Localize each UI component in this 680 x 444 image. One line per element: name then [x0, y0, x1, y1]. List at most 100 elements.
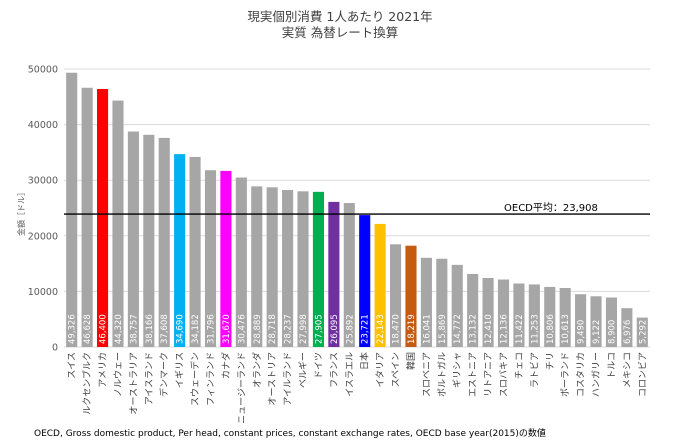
- x-tick-label: スロバキア: [499, 352, 510, 397]
- y-axis-ticks: 0 10000 20000 30000 40000 50000: [28, 65, 58, 354]
- bar-value-label: 10,806: [546, 314, 556, 344]
- x-tick-label: 日本: [359, 352, 371, 370]
- chart-title: 現実個別消費 1人あたり 2021年: [247, 9, 432, 24]
- bar-value-label: 10,613: [561, 314, 571, 344]
- bar-value-label: 31,670: [222, 314, 232, 344]
- x-tick-label: ラトビア: [529, 352, 540, 388]
- x-tick-label: イギリス: [175, 352, 186, 388]
- bar: [97, 89, 109, 348]
- bar-value-label: 14,772: [453, 314, 463, 344]
- bar-value-label: 25,892: [345, 314, 355, 344]
- y-axis-label: 金額［ドル］: [16, 188, 26, 236]
- bar: [81, 87, 93, 347]
- bar-value-label: 46,400: [99, 314, 109, 344]
- bar: [235, 177, 247, 347]
- x-tick-label: ドイツ: [314, 352, 324, 379]
- x-tick-label: アメリカ: [98, 352, 109, 388]
- bar: [328, 201, 340, 347]
- bar: [390, 244, 402, 347]
- x-tick-label: トルコ: [607, 352, 617, 379]
- bar: [467, 273, 479, 347]
- bar: [312, 191, 324, 347]
- bar-value-label: 18,219: [407, 314, 417, 344]
- bar: [266, 187, 278, 347]
- bar: [544, 286, 556, 347]
- x-tick-label: ポーランド: [560, 352, 571, 397]
- bar: [482, 278, 494, 347]
- bar: [282, 190, 294, 347]
- bar: [359, 215, 371, 347]
- bar-value-label: 38,757: [129, 314, 139, 344]
- x-tick-label: アイスランド: [144, 352, 155, 405]
- x-tick-label: オーストリア: [267, 352, 278, 406]
- bar: [158, 137, 170, 347]
- bar: [451, 264, 463, 347]
- x-tick-label: アイルランド: [283, 352, 294, 406]
- bar-value-label: 23,721: [361, 314, 371, 344]
- x-tick-label: チリ: [545, 352, 556, 370]
- y-tick-label: 50000: [28, 65, 58, 76]
- bar: [420, 257, 432, 347]
- y-tick-label: 0: [52, 343, 58, 354]
- bar: [189, 156, 201, 347]
- bar: [436, 258, 448, 347]
- bar-value-label: 13,132: [469, 314, 479, 344]
- bar: [405, 245, 417, 347]
- bar-value-label: 28,889: [253, 314, 263, 344]
- x-tick-label: ニュージーランド: [236, 352, 247, 424]
- bar-value-label: 38,166: [145, 314, 155, 344]
- bar: [66, 72, 78, 347]
- x-tick-label: フランス: [329, 352, 340, 388]
- bar-value-label: 34,182: [191, 314, 201, 344]
- x-tick-label: ギリシャ: [452, 352, 463, 388]
- x-tick-label: ノルウェー: [113, 352, 124, 397]
- bar-value-label: 11,253: [530, 314, 540, 344]
- x-tick-label: カナダ: [220, 352, 232, 379]
- bar: [528, 284, 540, 347]
- data-labels: 49,326 46,628 46,400 44,320 38,757 38,166 37,6…: [68, 314, 649, 344]
- bar-value-label: 26,095: [330, 314, 340, 344]
- bar-value-label: 28,718: [268, 314, 278, 344]
- x-tick-label: コスタリカ: [576, 352, 587, 397]
- bar: [127, 131, 139, 347]
- bar: [636, 317, 648, 347]
- bar: [497, 279, 510, 347]
- x-tick-label: エストニア: [469, 352, 479, 397]
- x-tick-label: オーストラリア: [128, 352, 139, 415]
- oecd-average-label: OECD平均：23,908: [504, 202, 598, 214]
- bar-value-label: 27,905: [314, 314, 324, 344]
- bar-value-label: 9,122: [592, 320, 602, 344]
- x-tick-label: リトアニア: [484, 352, 494, 397]
- bar-value-label: 11,422: [515, 314, 525, 344]
- x-axis-ticks: スイス ルクセンブルク アメリカ ノルウェー オーストラリア アイスランド デンマーク イギリ…: [68, 352, 649, 424]
- x-tick-label: スペイン: [392, 352, 402, 387]
- bar-value-label: 5,292: [638, 320, 648, 344]
- x-tick-label: ルクセンブルク: [81, 352, 93, 415]
- bar-value-label: 49,326: [68, 314, 78, 344]
- y-tick-label: 30000: [28, 176, 58, 187]
- x-tick-label: フィンランド: [206, 352, 217, 406]
- bar: [174, 154, 186, 347]
- bar: [343, 203, 355, 347]
- bar: [374, 223, 386, 347]
- bar-value-label: 9,490: [577, 320, 587, 344]
- bar: [251, 186, 263, 347]
- bar-value-label: 30,476: [237, 314, 247, 344]
- bar: [605, 297, 617, 347]
- bar: [112, 100, 124, 347]
- x-tick-label: イスラエル: [344, 352, 355, 397]
- bar-value-label: 18,470: [392, 314, 402, 344]
- bar-value-label: 12,410: [484, 314, 494, 344]
- x-tick-label: スウェーデン: [189, 352, 201, 406]
- y-tick-label: 40000: [28, 120, 58, 131]
- source-note: OECD, Gross domestic product, Per head, …: [34, 427, 546, 439]
- x-tick-label: ハンガリー: [591, 352, 602, 397]
- x-tick-label: 韓国: [406, 352, 417, 370]
- x-tick-label: チェコ: [514, 352, 525, 379]
- bar: [297, 191, 309, 347]
- bar-value-label: 12,136: [500, 314, 510, 344]
- bar: [143, 134, 155, 347]
- bar: [621, 308, 633, 347]
- bar: [559, 287, 571, 347]
- bar-value-label: 8,900: [607, 320, 617, 344]
